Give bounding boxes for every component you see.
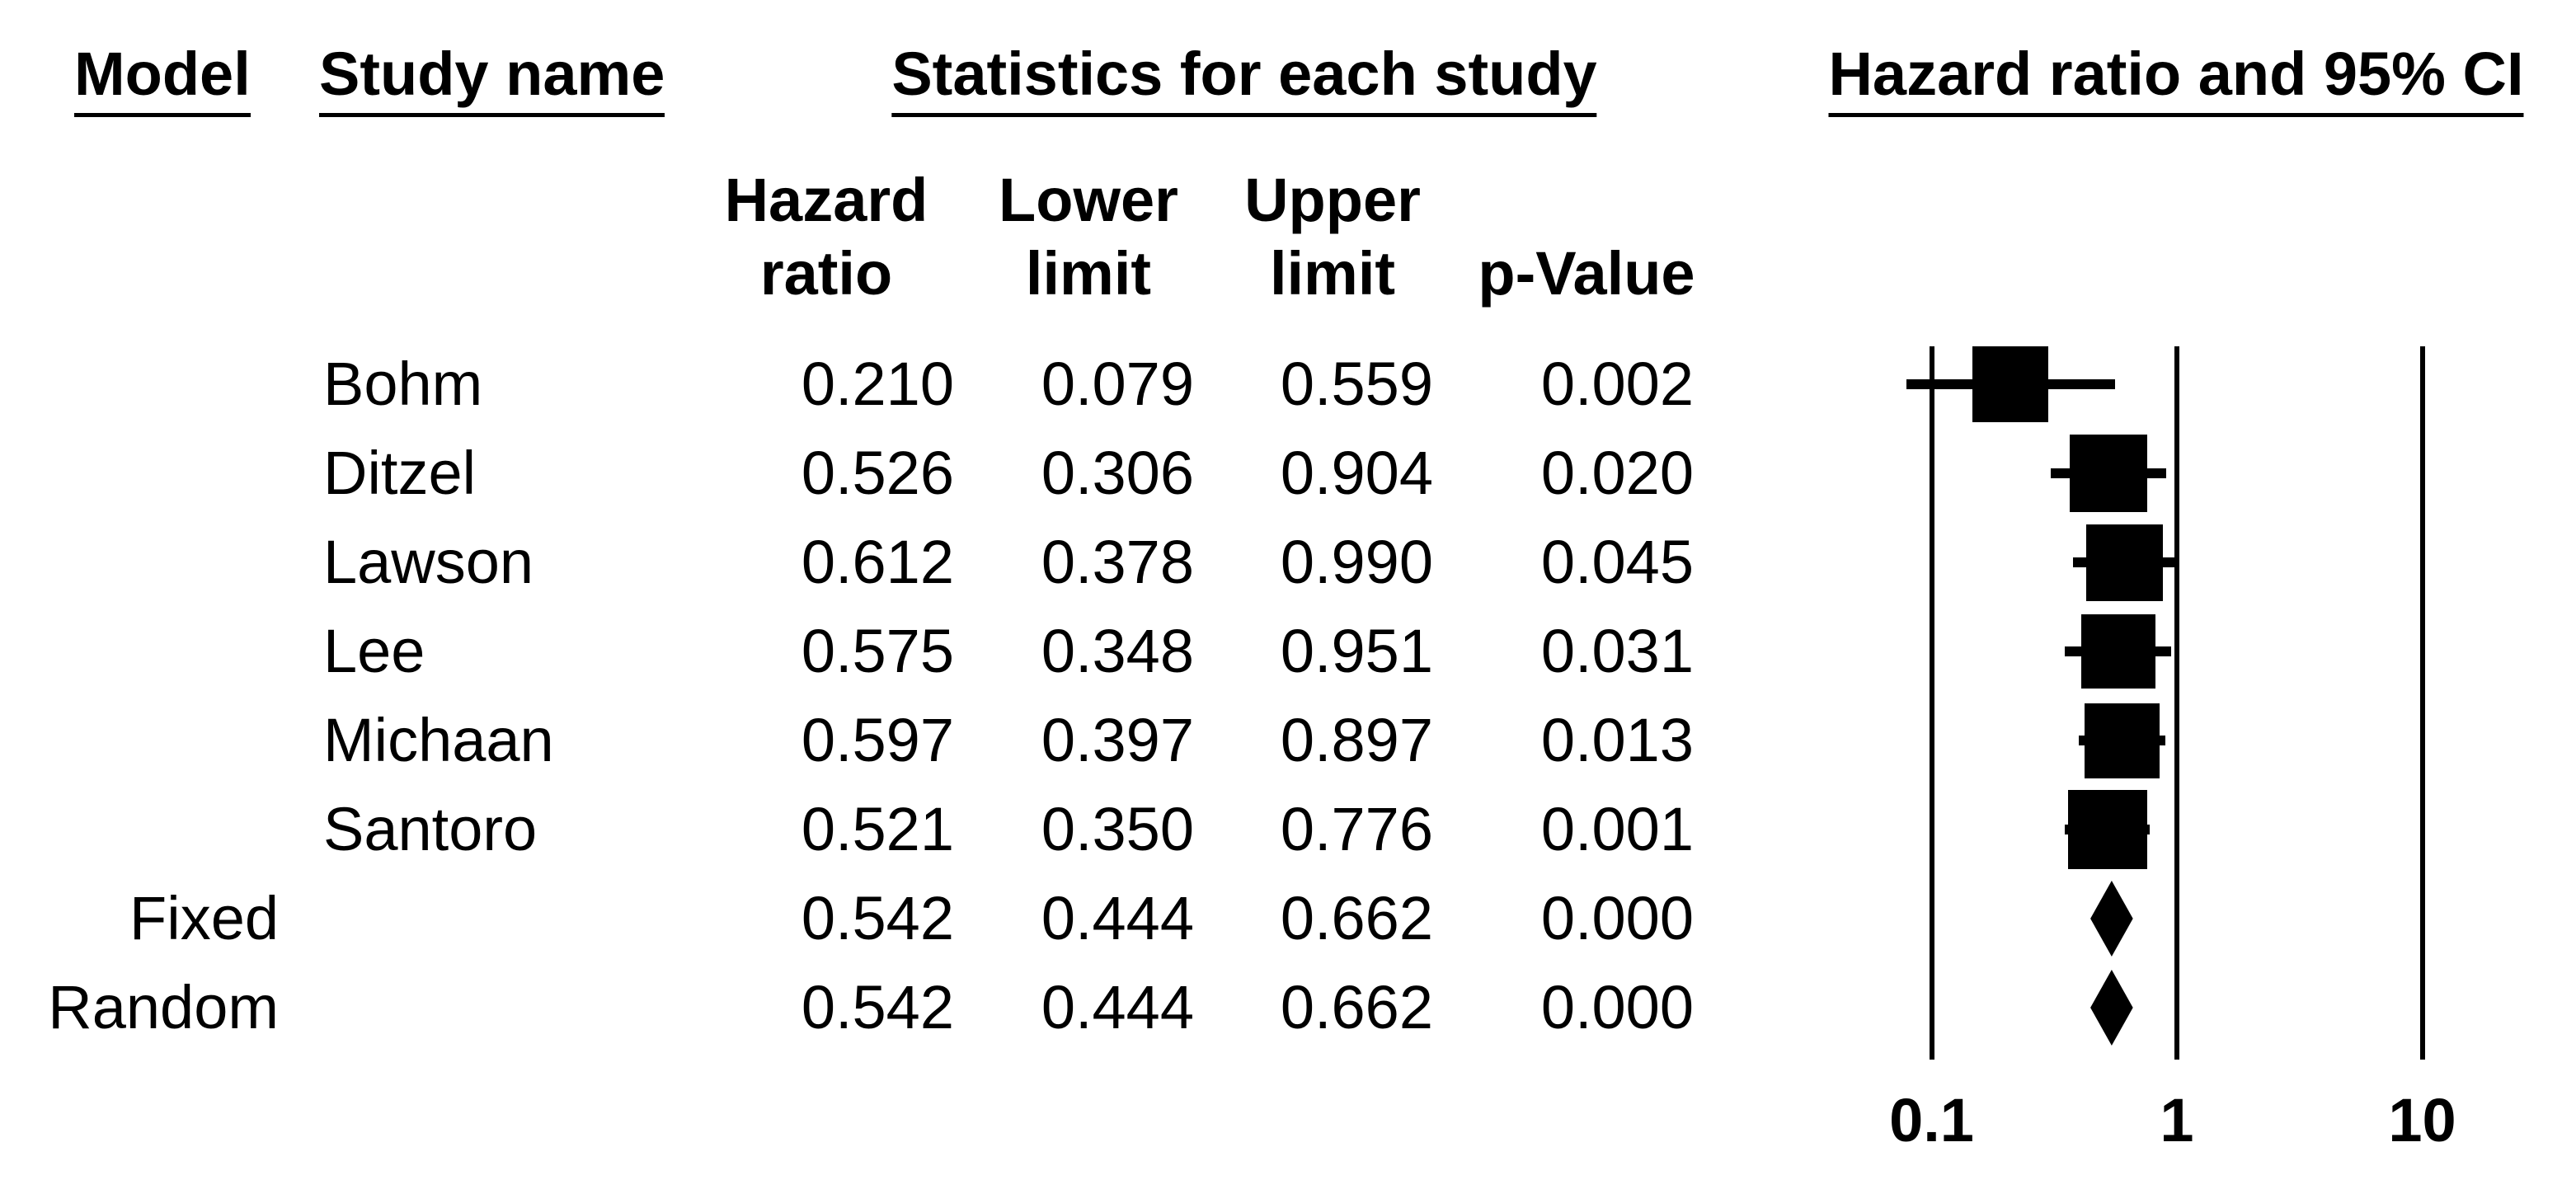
- point-estimate-square-ditzel: [2069, 435, 2147, 512]
- upper-limit-cell: 0.897: [1280, 706, 1433, 774]
- upper-limit-cell: 0.990: [1280, 528, 1433, 596]
- hazard-ratio-cell: 0.612: [801, 528, 954, 596]
- table-row: Fixed 0.542 0.444 0.662 0.000: [0, 874, 1732, 963]
- column-header-hazard-ratio-line2: ratio: [759, 239, 893, 308]
- p-value-cell: 0.031: [1540, 617, 1694, 685]
- x-axis-tick-label-0.1: 0.1: [1889, 1086, 1974, 1154]
- x-axis-tick-label-1: 1: [2160, 1086, 2194, 1154]
- axis-reference-line-10: [2419, 346, 2425, 1060]
- column-header-statistics: Statistics for each study: [891, 44, 1597, 117]
- x-axis-tick-label-10: 10: [2388, 1086, 2456, 1154]
- column-header-lower-limit: Lower limit: [999, 163, 1178, 310]
- point-estimate-square-lee: [2080, 614, 2155, 689]
- model-cell: Random: [48, 973, 279, 1041]
- upper-limit-cell: 0.904: [1280, 439, 1433, 507]
- hazard-ratio-cell: 0.542: [801, 973, 954, 1041]
- p-value-cell: 0.000: [1540, 884, 1694, 952]
- p-value-cell: 0.045: [1540, 528, 1694, 596]
- point-estimate-square-lawson: [2086, 524, 2164, 601]
- column-header-upper-limit-line2: limit: [1269, 239, 1396, 308]
- table-row: Lawson 0.612 0.378 0.990 0.045: [0, 518, 1732, 607]
- p-value-cell: 0.013: [1540, 706, 1694, 774]
- column-header-p-value-line1: p-Value: [1478, 239, 1695, 308]
- lower-limit-cell: 0.348: [1041, 617, 1194, 685]
- table-row: Lee 0.575 0.348 0.951 0.031: [0, 607, 1732, 696]
- column-header-lower-limit-line1: Lower: [999, 166, 1178, 234]
- study-name-cell: Michaan: [323, 706, 554, 774]
- study-name-cell: Lee: [323, 617, 425, 685]
- lower-limit-cell: 0.397: [1041, 706, 1194, 774]
- summary-diamond-random: [2090, 970, 2133, 1046]
- upper-limit-cell: 0.662: [1280, 884, 1433, 952]
- p-value-cell: 0.020: [1540, 439, 1694, 507]
- table-row: Michaan 0.597 0.397 0.897 0.013: [0, 696, 1732, 785]
- hazard-ratio-cell: 0.597: [801, 706, 954, 774]
- point-estimate-square-bohm: [1972, 346, 2049, 422]
- column-header-model: Model: [74, 44, 251, 117]
- study-name-cell: Lawson: [323, 528, 534, 596]
- hazard-ratio-cell: 0.526: [801, 439, 954, 507]
- lower-limit-cell: 0.378: [1041, 528, 1194, 596]
- point-estimate-square-michaan: [2084, 703, 2160, 778]
- column-header-hazard-ratio-line1: Hazard: [724, 166, 928, 234]
- column-header-p-value: p-Value: [1478, 237, 1695, 310]
- upper-limit-cell: 0.662: [1280, 973, 1433, 1041]
- column-header-hazard-ratio: Hazard ratio: [725, 163, 928, 310]
- hazard-ratio-cell: 0.575: [801, 617, 954, 685]
- study-name-cell: Santoro: [323, 795, 538, 863]
- study-name-cell: Ditzel: [323, 439, 477, 507]
- model-cell: Fixed: [129, 884, 279, 952]
- upper-limit-cell: 0.776: [1280, 795, 1433, 863]
- hazard-ratio-cell: 0.210: [801, 350, 954, 418]
- plot-title-hazard-ratio-ci: Hazard ratio and 95% CI: [1828, 44, 2524, 117]
- point-estimate-square-santoro: [2067, 790, 2147, 869]
- axis-reference-line-1: [2174, 346, 2179, 1060]
- column-header-upper-limit-line1: Upper: [1244, 166, 1421, 234]
- column-header-upper-limit: Upper limit: [1244, 163, 1421, 310]
- p-value-cell: 0.002: [1540, 350, 1694, 418]
- upper-limit-cell: 0.951: [1280, 617, 1433, 685]
- p-value-cell: 0.001: [1540, 795, 1694, 863]
- hazard-ratio-cell: 0.542: [801, 884, 954, 952]
- lower-limit-cell: 0.079: [1041, 350, 1194, 418]
- axis-reference-line-0.1: [1929, 346, 1934, 1060]
- lower-limit-cell: 0.306: [1041, 439, 1194, 507]
- table-row: Random 0.542 0.444 0.662 0.000: [0, 963, 1732, 1052]
- column-header-lower-limit-line2: limit: [1025, 239, 1152, 308]
- table-row: Bohm 0.210 0.079 0.559 0.002: [0, 340, 1732, 429]
- lower-limit-cell: 0.444: [1041, 884, 1194, 952]
- summary-diamond-fixed: [2090, 881, 2133, 957]
- table-row: Santoro 0.521 0.350 0.776 0.001: [0, 785, 1732, 874]
- p-value-cell: 0.000: [1540, 973, 1694, 1041]
- column-header-study-name: Study name: [319, 44, 665, 117]
- lower-limit-cell: 0.350: [1041, 795, 1194, 863]
- lower-limit-cell: 0.444: [1041, 973, 1194, 1041]
- upper-limit-cell: 0.559: [1280, 350, 1433, 418]
- table-row: Ditzel 0.526 0.306 0.904 0.020: [0, 429, 1732, 518]
- study-name-cell: Bohm: [323, 350, 483, 418]
- hazard-ratio-cell: 0.521: [801, 795, 954, 863]
